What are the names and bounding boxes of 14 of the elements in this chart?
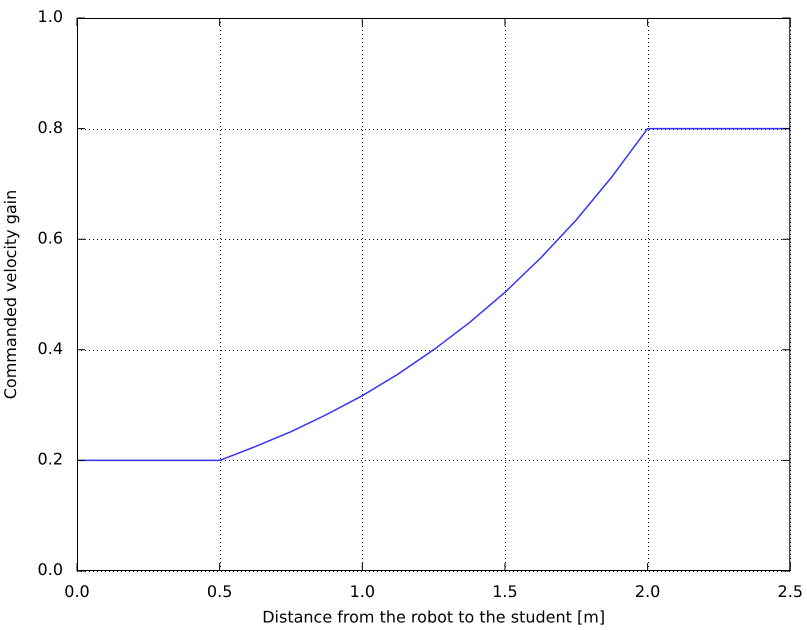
y-tick-label: 0.4 <box>38 338 63 358</box>
y-tick-label: 1.0 <box>38 7 63 26</box>
y-tick-label: 0.8 <box>38 118 63 137</box>
x-axis-title: Distance from the robot to the student [m] <box>262 608 606 627</box>
y-tick-label: 0.6 <box>38 228 63 248</box>
x-tick-label: 0.5 <box>206 582 232 601</box>
y-tick-label: 0.0 <box>38 560 63 580</box>
x-tick-label: 1.5 <box>492 582 518 601</box>
x-tick-label: 2.0 <box>634 582 660 601</box>
x-tick-label: 2.5 <box>778 582 804 601</box>
y-axis-title: Commanded velocity gain <box>0 190 20 400</box>
y-tick-label: 0.2 <box>38 450 63 469</box>
x-tick-label: 0.0 <box>64 582 90 601</box>
x-tick-label: 1.0 <box>350 582 376 601</box>
